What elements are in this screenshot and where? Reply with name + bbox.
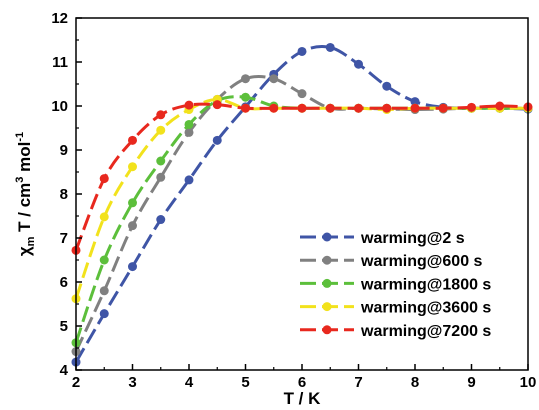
data-point xyxy=(241,103,250,113)
data-point xyxy=(99,309,109,319)
data-point xyxy=(156,156,166,166)
data-point xyxy=(297,89,307,99)
y-label-sub-m: m xyxy=(25,236,37,246)
y-tick-label: 11 xyxy=(52,54,68,71)
data-point xyxy=(410,103,420,113)
data-point xyxy=(269,74,279,84)
x-tick-label: 7 xyxy=(354,374,362,391)
x-tick-label: 5 xyxy=(241,374,249,391)
data-point xyxy=(354,59,363,69)
y-tick-label: 4 xyxy=(60,362,69,379)
x-tick-label: 8 xyxy=(411,374,419,391)
plot-frame xyxy=(75,17,529,371)
series-layer xyxy=(71,42,533,367)
legend-item: warming@7200 s xyxy=(300,323,491,340)
data-point xyxy=(297,46,307,56)
legend-marker xyxy=(322,232,332,242)
series-4 xyxy=(71,94,533,304)
y-tick-label: 10 xyxy=(51,98,68,115)
legend-marker xyxy=(322,325,332,335)
x-tick-label: 3 xyxy=(128,374,136,391)
legend-marker xyxy=(322,278,332,288)
data-point xyxy=(495,101,505,111)
series-5 xyxy=(71,100,533,255)
data-point xyxy=(241,92,250,102)
legend-item: warming@2 s xyxy=(300,230,465,247)
data-point xyxy=(128,198,137,208)
y-tick-label: 12 xyxy=(51,10,68,27)
x-tick-label: 6 xyxy=(298,374,306,391)
data-point xyxy=(354,103,363,113)
legend-item: warming@1800 s xyxy=(300,276,491,293)
legend: warming@2 s warming@600 s warming@1800 s wa… xyxy=(300,230,491,340)
data-point xyxy=(184,119,194,129)
x-tick-label: 2 xyxy=(72,374,80,391)
data-point xyxy=(184,127,194,137)
x-tick-label: 9 xyxy=(467,374,475,391)
data-point xyxy=(99,174,109,184)
legend-item: warming@600 s xyxy=(300,253,483,270)
y-label-sup-3: 3 xyxy=(14,177,26,183)
x-axis-label: T / K xyxy=(284,389,322,408)
data-point xyxy=(410,97,420,107)
data-point xyxy=(269,103,279,113)
y-tick-label: 9 xyxy=(60,142,68,159)
data-point xyxy=(438,103,448,113)
legend-marker xyxy=(322,302,332,312)
y-label-mid: T / cm xyxy=(15,183,34,237)
data-point xyxy=(156,110,166,120)
data-point xyxy=(241,74,250,84)
legend-marker xyxy=(322,255,332,265)
data-point xyxy=(212,135,222,145)
legend-item: warming@3600 s xyxy=(300,300,491,317)
data-point xyxy=(128,162,137,172)
data-point xyxy=(99,255,109,265)
data-point xyxy=(325,103,335,113)
x-tick-label: 4 xyxy=(185,374,194,391)
data-point xyxy=(467,102,476,112)
data-point xyxy=(156,125,166,135)
data-point xyxy=(99,286,109,296)
legend-label: warming@1800 s xyxy=(360,276,491,293)
data-point xyxy=(156,215,166,225)
legend-label: warming@3600 s xyxy=(360,300,491,317)
data-point xyxy=(184,175,194,185)
data-point xyxy=(128,262,137,272)
data-point xyxy=(99,212,109,222)
ticks-layer: 2 3 4 5 6 7 8 9 10 4 5 6 7 8 9 10 11 12 xyxy=(51,10,536,391)
y-tick-label: 8 xyxy=(60,186,68,203)
y-tick-label: 5 xyxy=(60,318,68,335)
legend-label: warming@2 s xyxy=(360,230,465,247)
y-tick-label: 7 xyxy=(60,230,68,247)
data-point xyxy=(128,221,137,231)
data-point xyxy=(128,135,137,145)
y-label-sup-neg1: -1 xyxy=(14,132,26,142)
series-line xyxy=(74,102,529,251)
data-point xyxy=(382,81,392,91)
data-point xyxy=(297,103,307,113)
y-label-mol: mol xyxy=(15,142,34,177)
data-point xyxy=(156,172,166,182)
legend-label: warming@7200 s xyxy=(360,323,491,340)
x-tick-label: 10 xyxy=(520,374,537,391)
data-point xyxy=(184,100,194,110)
y-tick-label: 6 xyxy=(60,274,68,291)
data-point xyxy=(212,100,222,110)
data-point xyxy=(325,42,335,52)
y-label-chi: χ xyxy=(15,246,34,256)
data-point xyxy=(382,103,392,113)
legend-label: warming@600 s xyxy=(360,253,483,270)
y-axis-label: χm T / cm3 mol-1 xyxy=(14,132,37,256)
